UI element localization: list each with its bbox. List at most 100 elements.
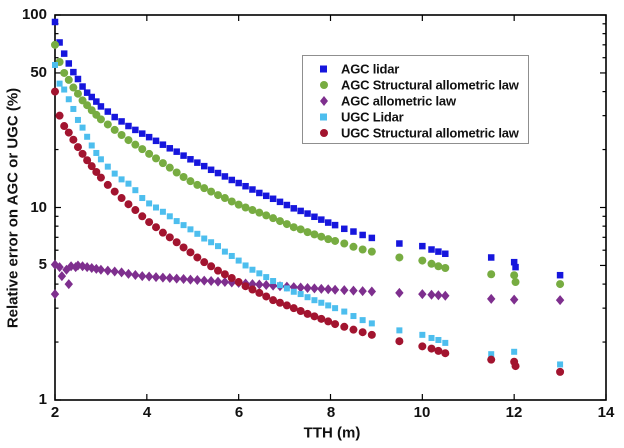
- data-point: [340, 285, 349, 296]
- data-point: [152, 154, 161, 163]
- data-point: [110, 266, 119, 277]
- data-point: [358, 286, 367, 297]
- data-point: [242, 262, 249, 269]
- data-point: [207, 166, 215, 174]
- data-point: [88, 142, 95, 149]
- data-point: [66, 261, 76, 272]
- data-point: [395, 287, 404, 298]
- data-point: [87, 262, 96, 273]
- data-point: [200, 275, 209, 286]
- data-point: [435, 248, 442, 255]
- y-tick-label: 1: [38, 391, 47, 408]
- data-point: [172, 273, 181, 284]
- data-point: [262, 192, 270, 200]
- data-point: [131, 140, 140, 149]
- data-point: [201, 235, 208, 242]
- data-point: [419, 242, 426, 250]
- x-tick-label: 12: [505, 404, 523, 421]
- data-point: [317, 283, 326, 294]
- data-point: [146, 200, 153, 207]
- data-point: [340, 239, 349, 248]
- data-point: [487, 293, 496, 304]
- data-point: [395, 253, 404, 262]
- data-point: [324, 284, 333, 295]
- data-point: [103, 265, 113, 276]
- data-point: [61, 86, 68, 93]
- data-point: [65, 96, 72, 103]
- data-point: [111, 113, 118, 121]
- data-point: [124, 268, 133, 279]
- data-point: [283, 285, 290, 292]
- data-point: [187, 156, 194, 163]
- series-agc-structural-allometric-law: [51, 40, 565, 289]
- data-point: [79, 83, 86, 90]
- data-point: [186, 177, 195, 186]
- data-point: [350, 313, 357, 320]
- data-point: [234, 278, 243, 287]
- data-point: [310, 283, 319, 294]
- data-point: [200, 258, 209, 267]
- data-point: [297, 207, 304, 215]
- legend-marker-agc-allometric: [320, 96, 328, 106]
- data-point: [282, 301, 291, 310]
- data-point: [83, 89, 91, 96]
- data-point: [303, 282, 312, 293]
- data-point: [93, 98, 100, 105]
- data-point: [52, 61, 58, 68]
- data-point: [83, 101, 92, 110]
- data-point: [88, 93, 95, 101]
- data-point: [349, 325, 358, 334]
- data-point: [511, 362, 520, 371]
- data-point: [60, 68, 69, 77]
- data-point: [512, 263, 519, 271]
- data-point: [70, 105, 77, 112]
- data-point: [442, 250, 449, 258]
- data-point: [145, 149, 154, 158]
- data-point: [83, 156, 92, 165]
- data-point: [145, 133, 153, 141]
- x-tick-label: 4: [142, 404, 152, 421]
- data-point: [282, 220, 291, 229]
- data-point: [92, 263, 101, 274]
- data-point: [118, 176, 125, 183]
- data-point: [367, 286, 377, 297]
- data-point: [97, 156, 104, 163]
- data-point: [74, 75, 82, 83]
- data-point: [131, 206, 140, 215]
- data-point: [158, 272, 168, 283]
- data-point: [249, 266, 256, 273]
- data-point: [269, 214, 278, 223]
- data-point: [332, 305, 339, 312]
- data-point: [368, 234, 376, 242]
- data-point: [325, 302, 332, 309]
- data-point: [200, 162, 208, 170]
- data-point: [125, 122, 132, 130]
- data-point: [60, 122, 69, 131]
- data-point: [132, 187, 139, 194]
- legend-item: UGC Structural allometric law: [303, 125, 528, 141]
- data-point: [270, 278, 277, 285]
- data-point: [324, 317, 333, 326]
- data-point: [396, 240, 403, 247]
- legend-marker-agc-structural: [320, 81, 328, 89]
- data-point: [434, 262, 443, 271]
- legend-label: UGC Lidar: [341, 109, 404, 125]
- data-point: [221, 248, 228, 255]
- data-point: [255, 288, 264, 297]
- data-point: [428, 334, 435, 341]
- data-point: [248, 206, 257, 215]
- data-point: [269, 296, 278, 305]
- data-point: [310, 312, 319, 321]
- data-point: [125, 180, 132, 187]
- data-point: [418, 256, 427, 265]
- data-point: [179, 173, 188, 182]
- data-point: [207, 187, 216, 196]
- data-point: [124, 136, 133, 145]
- data-point: [396, 327, 403, 334]
- data-point: [194, 159, 201, 166]
- data-point: [173, 218, 180, 225]
- data-point: [96, 173, 105, 182]
- data-point: [419, 331, 426, 338]
- data-point: [132, 126, 139, 134]
